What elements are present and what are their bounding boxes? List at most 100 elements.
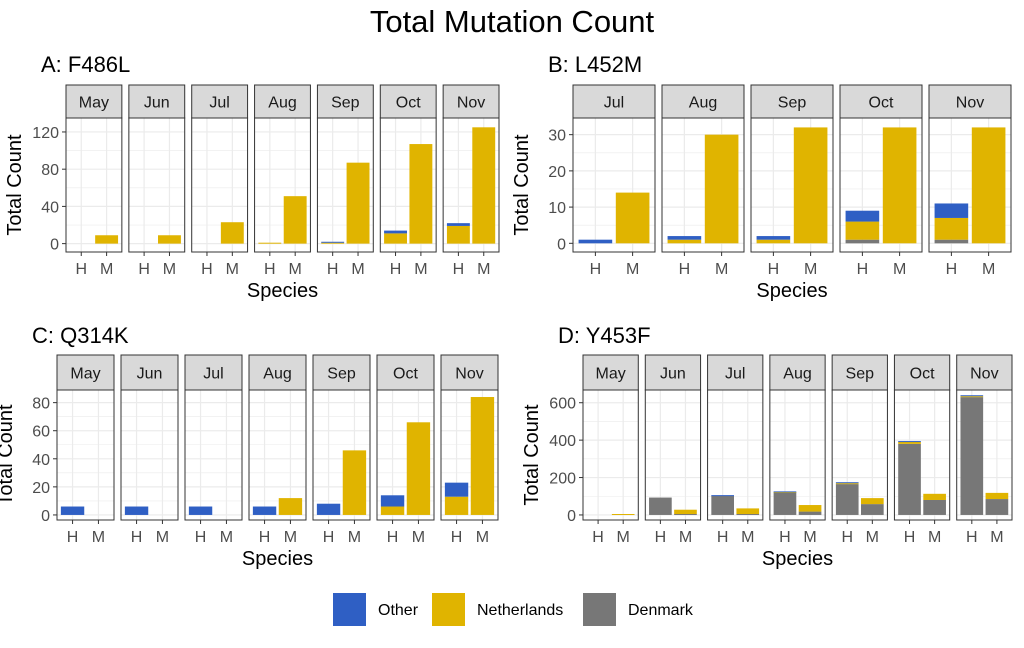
bar-segment-netherlands <box>342 450 367 515</box>
bar-segment-denmark <box>674 514 697 516</box>
facet-strip-label: Sep <box>778 95 807 112</box>
x-tick-label: M <box>893 261 906 278</box>
bar-segment-netherlands <box>384 233 407 244</box>
x-tick-label: M <box>866 529 879 546</box>
bar-segment-netherlands <box>882 127 917 244</box>
facet: Oct H M <box>376 354 435 546</box>
facet-panel <box>128 118 185 252</box>
facet-strip-label: Jun <box>137 366 163 383</box>
bar-segment-denmark <box>773 492 797 515</box>
facet-strip-label: Sep <box>327 366 356 383</box>
x-tick-label: H <box>841 529 853 546</box>
facet-panel <box>121 390 178 520</box>
facet-border <box>120 389 179 521</box>
x-tick-label: H <box>131 529 143 546</box>
facet-border <box>644 389 702 521</box>
bar-segment-denmark <box>985 499 1009 515</box>
facet-strip-label: May <box>70 366 100 383</box>
x-tick-label: M <box>220 529 233 546</box>
facet-border <box>928 117 1012 253</box>
facet-strip <box>254 84 311 119</box>
panel-title: A: F486L <box>41 52 130 77</box>
legend-swatch-other <box>333 593 366 626</box>
facet-strip <box>316 84 374 119</box>
x-tick-label: M <box>477 261 490 278</box>
x-axis-label: Species <box>756 280 827 302</box>
bar-segment-denmark <box>835 484 859 515</box>
bar-segment-other <box>773 491 797 493</box>
y-tick-label: 20 <box>548 164 566 181</box>
facet: Sep H M <box>831 354 888 546</box>
x-axis-label: Species <box>247 280 318 302</box>
facet: Sep H M <box>312 354 371 546</box>
bar-segment-netherlands <box>793 127 828 244</box>
x-tick-label: H <box>904 529 916 546</box>
facet: Aug H M <box>254 84 311 278</box>
bar-segment-netherlands <box>960 396 984 398</box>
x-tick-label: H <box>75 261 87 278</box>
facet-border <box>312 389 371 521</box>
facet: Nov H M <box>442 84 500 278</box>
facet-strip <box>440 354 499 391</box>
x-tick-label: H <box>264 261 276 278</box>
x-tick-label: H <box>387 529 399 546</box>
facet-border <box>184 389 243 521</box>
facet-strip-label: Oct <box>393 366 418 383</box>
bar-segment-other <box>845 210 880 222</box>
x-tick-label: H <box>138 261 150 278</box>
bar-segment-other <box>934 203 969 218</box>
y-tick-label: 80 <box>32 396 50 413</box>
x-tick-label: H <box>779 529 791 546</box>
bar-segment-other <box>898 441 921 443</box>
bar-segment-netherlands <box>934 217 969 240</box>
facet-strip <box>661 84 745 119</box>
facet-strip <box>442 84 500 119</box>
x-tick-label: M <box>617 529 630 546</box>
x-tick-label: H <box>453 261 465 278</box>
facet-strip <box>750 84 834 119</box>
facet: Aug H M <box>769 354 826 546</box>
bar-segment-netherlands <box>278 498 303 515</box>
bar-segment-netherlands <box>321 242 345 244</box>
facet-border <box>769 389 826 521</box>
facet: Oct H M <box>379 84 437 278</box>
x-tick-label: H <box>857 261 869 278</box>
bar-segment-denmark <box>649 497 672 515</box>
x-tick-label: M <box>803 529 816 546</box>
y-axis-label: Total Count <box>511 134 533 236</box>
x-tick-label: H <box>259 529 271 546</box>
facet-border <box>379 117 437 253</box>
bar-segment-netherlands <box>704 134 739 244</box>
bar-segment-netherlands <box>615 192 650 244</box>
facet-border <box>839 117 923 253</box>
bar-segment-netherlands <box>472 127 496 244</box>
bar-segment-denmark <box>923 499 946 515</box>
chart-title: Total Mutation Count <box>370 4 655 39</box>
bar-segment-other <box>252 506 277 515</box>
facet: Oct H M <box>893 354 951 546</box>
facet-border <box>893 389 951 521</box>
facet-border <box>376 389 435 521</box>
bar-segment-netherlands <box>971 127 1006 244</box>
bar-segment-other <box>446 223 470 226</box>
bar-segment-other <box>444 482 469 497</box>
facet-strip-label: Nov <box>455 366 483 383</box>
bar-segment-netherlands <box>923 493 946 500</box>
facet-strip <box>572 84 656 119</box>
x-tick-label: M <box>715 261 728 278</box>
facet-strip <box>65 84 123 119</box>
x-tick-label: H <box>195 529 207 546</box>
facet-strip-label: Sep <box>331 95 360 112</box>
facet-strip <box>928 84 1012 119</box>
y-tick-label: 40 <box>41 199 59 216</box>
facet-border <box>65 117 123 253</box>
x-tick-label: M <box>92 529 105 546</box>
bar-segment-netherlands <box>798 505 822 512</box>
facet-strip <box>376 354 435 391</box>
x-tick-label: H <box>451 529 463 546</box>
bar-segment-other <box>124 506 149 515</box>
x-tick-label: M <box>928 529 941 546</box>
